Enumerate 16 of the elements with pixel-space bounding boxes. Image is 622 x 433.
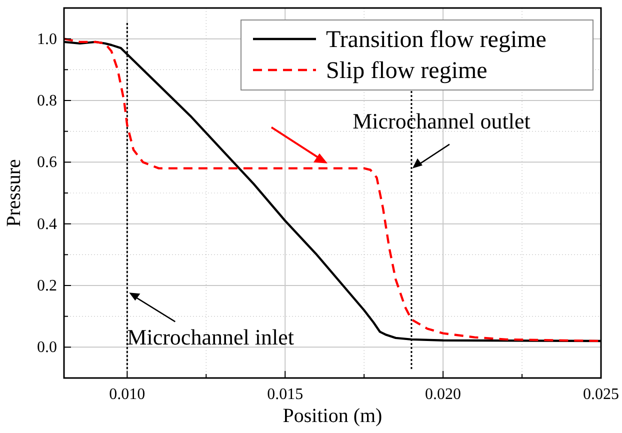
y-tick-label: 0.4 [37,216,57,233]
y-tick-label: 0.8 [37,92,57,110]
x-tick-label: 0.015 [267,386,304,403]
legend-label: Slip flow regime [326,58,488,84]
y-tick-label: 0.6 [37,154,57,172]
y-axis-title: Pressure [3,158,25,227]
y-tick-label: 1.0 [37,30,57,48]
legend-label: Transition flow regime [326,27,546,53]
y-tick-label: 0.2 [37,278,57,294]
x-axis-title: Position (m) [282,405,382,427]
x-tick-label: 0.010 [109,386,146,403]
annotation: Microchannel outlet [352,108,530,134]
annotation: Microchannel inlet [127,324,294,350]
x-tick-label: 0.020 [425,386,462,403]
y-tick-label: 0.0 [37,339,57,356]
x-tick-label: 0.025 [583,386,619,403]
